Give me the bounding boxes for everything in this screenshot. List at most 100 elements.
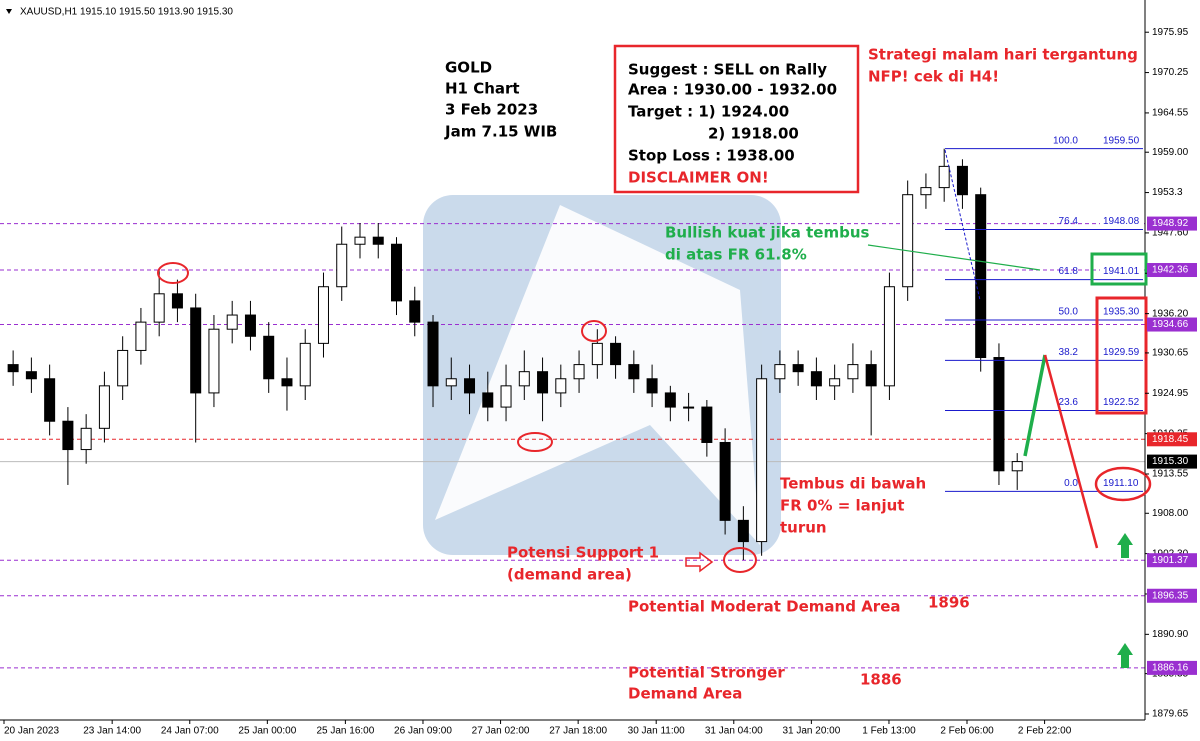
- candle-body: [117, 349, 129, 387]
- note: di atas FR 61.8%: [665, 246, 807, 264]
- up-arrow: [1117, 643, 1133, 668]
- candle-body: [135, 321, 147, 351]
- candle-body: [263, 335, 275, 380]
- fib-price-box: [1100, 214, 1144, 228]
- candle-body: [664, 392, 676, 408]
- candle-body: [281, 378, 293, 387]
- price-label: 1934.66: [1152, 319, 1189, 330]
- note: Tembus di bawah: [780, 475, 926, 493]
- note: Bullish kuat jika tembus: [665, 224, 870, 242]
- y-tick-label: 1936.20: [1152, 308, 1189, 319]
- price-label-box: [1147, 588, 1197, 603]
- candle-body: [683, 406, 695, 409]
- price-label: 1886.16: [1152, 663, 1189, 674]
- candle-body: [244, 314, 256, 337]
- candle-body: [774, 364, 786, 380]
- note: Area : 1930.00 - 1932.00: [628, 81, 837, 99]
- price-label-box: [1147, 553, 1197, 568]
- fib-price-box: [1100, 133, 1144, 147]
- candle-body: [938, 165, 950, 189]
- price-label-box: [1147, 317, 1197, 332]
- price-label-box: [1147, 263, 1197, 278]
- candle-body: [445, 378, 457, 387]
- price-label: 1942.36: [1152, 265, 1189, 276]
- fib-price-box: [1100, 305, 1144, 318]
- candle-body: [956, 165, 968, 196]
- fib-ratio: 61.8: [1059, 266, 1079, 277]
- fib-price-box: [1100, 476, 1144, 490]
- fib-price: 1959.50: [1103, 135, 1140, 146]
- candle-body: [883, 286, 895, 387]
- candle-body: [7, 364, 19, 373]
- fib-price: 1911.10: [1103, 478, 1139, 489]
- y-tick-label: 1908.00: [1152, 508, 1189, 519]
- candle-body: [409, 300, 421, 323]
- candle-body: [317, 286, 329, 344]
- y-tick-label: 1879.65: [1152, 709, 1189, 720]
- note: Demand Area: [628, 685, 742, 703]
- price-label: 1896.35: [1152, 590, 1189, 601]
- candle-body: [44, 378, 56, 422]
- candle-body: [171, 293, 183, 309]
- price-label: 1918.45: [1152, 434, 1189, 445]
- candle-body: [354, 236, 366, 245]
- fib-ratio: 100.0: [1053, 135, 1078, 146]
- candle-body: [98, 385, 110, 429]
- candle-body: [993, 357, 1005, 472]
- candle-body: [610, 342, 622, 366]
- fib-ratio: 23.6: [1059, 397, 1079, 408]
- y-tick-label: 1959.00: [1152, 147, 1189, 158]
- x-tick-label: 1 Feb 13:00: [862, 726, 916, 737]
- fib-price-box: [1100, 395, 1144, 409]
- candle-body: [555, 378, 567, 394]
- candle-body: [482, 392, 494, 408]
- x-tick-label: 31 Jan 20:00: [782, 726, 840, 737]
- candle-body: [591, 342, 603, 366]
- fib-ratio: 38.2: [1059, 347, 1079, 358]
- y-tick-label: 1890.90: [1152, 629, 1189, 640]
- note: 2) 1918.00: [708, 125, 799, 143]
- x-tick-label: 26 Jan 09:00: [394, 726, 452, 737]
- fib-price: 1948.08: [1103, 216, 1140, 227]
- candle-body: [372, 236, 384, 245]
- price-label-box: [1147, 432, 1197, 447]
- candle-body: [719, 441, 731, 521]
- fib-ratio: 0.0: [1064, 478, 1078, 489]
- fib-ratio: 76.4: [1059, 216, 1079, 227]
- note: 3 Feb 2023: [445, 101, 538, 119]
- y-tick-label: 1970.25: [1152, 67, 1189, 78]
- price-label-box: [1147, 454, 1197, 469]
- x-tick-label: 31 Jan 04:00: [705, 726, 763, 737]
- y-tick-label: 1947.60: [1152, 228, 1189, 239]
- candle-body: [299, 342, 311, 387]
- candle-body: [518, 371, 530, 387]
- note: FR 0% = lanjut: [780, 497, 904, 515]
- candle-body: [464, 378, 476, 394]
- note: 1896: [928, 594, 970, 612]
- chart-title: XAUUSD,H1 1915.10 1915.50 1913.90 1915.3…: [20, 7, 233, 18]
- y-tick-label: 1924.95: [1152, 388, 1189, 399]
- price-label-box: [1147, 660, 1197, 675]
- y-tick-label: 1953.3: [1152, 187, 1183, 198]
- x-tick-label: 2 Feb 22:00: [1018, 726, 1072, 737]
- note: DISCLAIMER ON!: [628, 169, 769, 187]
- note: Stop Loss : 1938.00: [628, 147, 795, 165]
- candle-body: [701, 406, 713, 443]
- x-tick-label: 27 Jan 02:00: [472, 726, 530, 737]
- note: Suggest : SELL on Rally: [628, 61, 827, 79]
- x-tick-label: 25 Jan 00:00: [238, 726, 296, 737]
- candle-body: [80, 427, 92, 451]
- candle-body: [336, 243, 348, 288]
- candle-body: [756, 378, 768, 543]
- candle-body: [537, 371, 549, 394]
- note: Potential Stronger: [628, 664, 785, 682]
- candle-body: [737, 519, 749, 543]
- candle-body: [920, 187, 932, 196]
- fib-price-box: [1100, 345, 1144, 359]
- x-tick-label: 20 Jan 2023: [4, 726, 59, 737]
- price-label-box: [1147, 216, 1197, 231]
- candle-body: [1011, 461, 1023, 472]
- up-arrow: [1117, 533, 1133, 558]
- x-tick-label: 24 Jan 07:00: [161, 726, 219, 737]
- note: Jam 7.15 WIB: [444, 123, 557, 141]
